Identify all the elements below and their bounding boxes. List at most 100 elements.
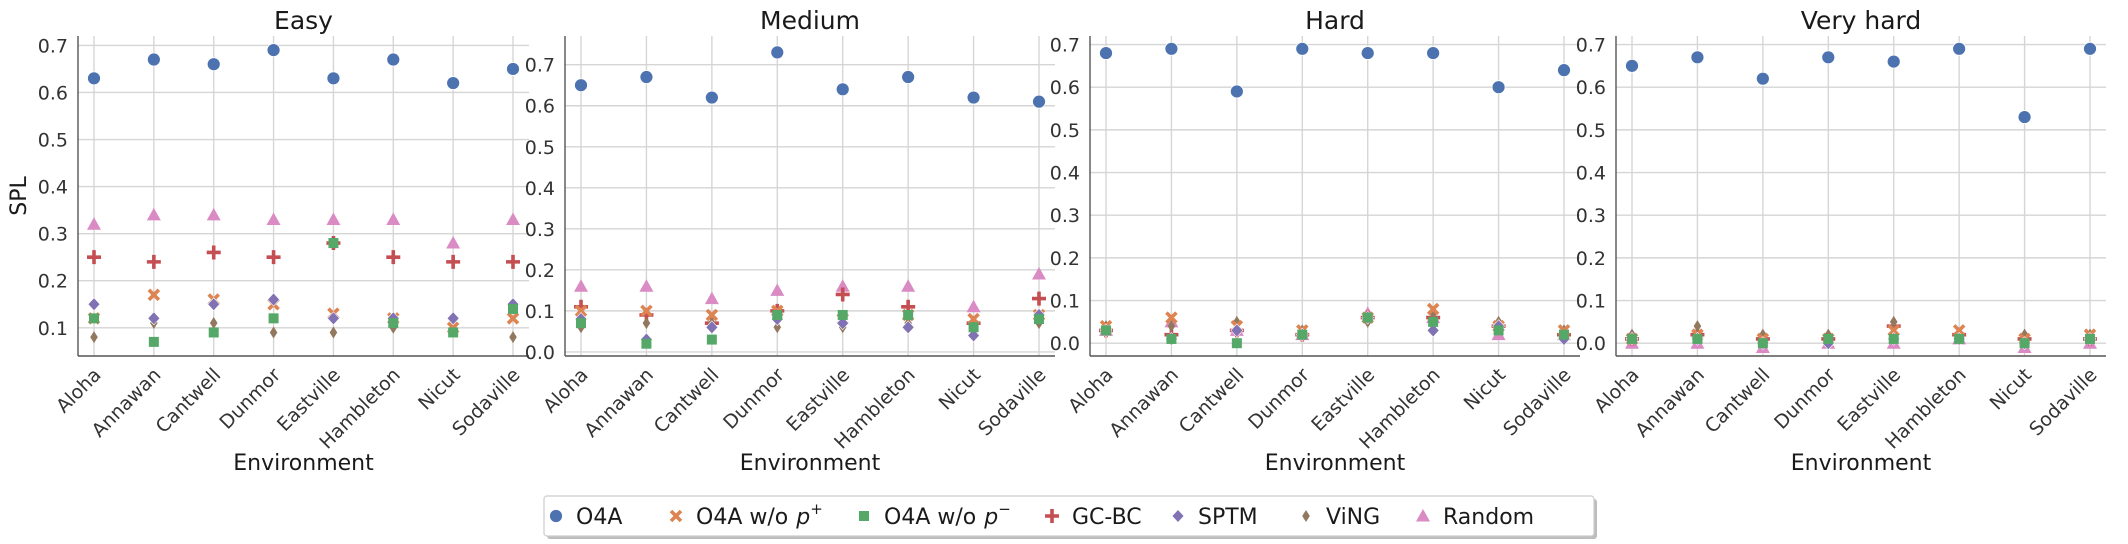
data-point-o4a <box>1491 80 1506 95</box>
data-point-random <box>901 279 916 292</box>
data-point-random <box>704 291 719 305</box>
data-point-random <box>266 212 281 226</box>
data-point-o4a-w-o-p <box>1231 338 1242 349</box>
data-point-o4a <box>1690 50 1705 65</box>
y-tick-label: 0.5 <box>1576 120 1606 142</box>
data-point-o4a-w-o-p <box>1166 333 1177 344</box>
panel-very-hard: 0.0 0.1 0.2 0.3 0.4 0.5 0.6 0.7 AlohaAnnawanCant… <box>1576 6 2106 476</box>
y-tick-label: 0.7 <box>38 35 68 57</box>
data-point-o4a-w-o-p <box>268 313 279 324</box>
legend-label: O4A <box>576 505 622 530</box>
data-point-random <box>770 283 785 296</box>
data-point-random <box>446 236 461 249</box>
data-point-o4a-w-o-p <box>1952 324 1966 337</box>
x-tick-label: Aloha <box>52 364 105 417</box>
panel-medium: 0.0 0.1 0.2 0.3 0.4 0.5 0.6 0.7 AlohaAnnawanCant… <box>525 6 1055 476</box>
x-tick-label: Annawan <box>1631 364 1709 442</box>
data-point-o4a-w-o-p <box>574 304 588 318</box>
data-point-sptm <box>147 311 161 326</box>
data-point-sptm <box>1230 323 1244 338</box>
data-point-o4a-w-o-p <box>147 288 161 302</box>
data-point-gc-bc <box>386 250 401 265</box>
data-point-gc-bc <box>506 254 520 269</box>
data-point-sptm <box>446 311 460 326</box>
data-point-o4a-w-o-p <box>1887 324 1900 337</box>
legend-item: ViNG <box>1302 505 1380 530</box>
x-tick-label: Annawan <box>1105 364 1183 442</box>
data-point-o4a-w-o-p <box>1426 302 1440 316</box>
legend-marker-plus <box>1045 509 1059 523</box>
y-tick-label: 0.0 <box>525 342 555 364</box>
data-point-o4a <box>704 90 719 105</box>
x-axis-label: Environment <box>233 451 374 476</box>
y-tick-label: 0.5 <box>38 130 68 152</box>
data-point-o4a-w-o-p <box>208 327 219 338</box>
data-point-gc-bc <box>266 250 281 265</box>
data-point-o4a <box>574 78 588 93</box>
data-point-gc-bc <box>87 250 101 265</box>
data-point-o4a <box>386 52 401 67</box>
data-point-o4a-w-o-p <box>968 322 979 333</box>
y-tick-label: 0.6 <box>38 82 68 104</box>
data-point-gc-bc <box>146 254 161 269</box>
data-point-o4a <box>1099 46 1113 60</box>
y-tick-label: 0.4 <box>38 177 68 199</box>
panel-title: Easy <box>274 6 333 35</box>
data-point-o4a <box>1886 54 1901 69</box>
y-tick-label: 0.7 <box>1576 35 1606 57</box>
x-tick-label: Dunmor <box>719 364 789 434</box>
data-point-o4a <box>1295 41 1310 56</box>
data-point-ving <box>269 326 278 339</box>
data-point-o4a-w-o-p <box>508 303 518 314</box>
data-point-o4a <box>446 76 461 90</box>
x-tick-label: Cantwell <box>1175 364 1249 438</box>
data-point-o4a <box>1426 46 1441 60</box>
x-tick-label: Dunmor <box>1770 364 1840 434</box>
legend-label: Random <box>1443 505 1534 530</box>
data-point-o4a <box>966 90 981 105</box>
legend-label: ViNG <box>1326 505 1380 530</box>
legend-marker-triangle <box>1416 509 1430 522</box>
data-point-o4a-w-o-p <box>640 304 653 318</box>
legend-item: O4A w/o p+ <box>669 500 823 530</box>
legend-label: SPTM <box>1198 505 1258 530</box>
data-point-o4a-w-o-p <box>1559 329 1569 340</box>
data-point-o4a-w-o-p <box>1954 333 1965 344</box>
data-point-o4a <box>1625 58 1639 73</box>
data-point-ving <box>90 331 98 344</box>
data-point-o4a-w-o-p <box>328 238 339 249</box>
data-point-o4a-w-o-p <box>772 309 783 320</box>
data-point-o4a-w-o-p <box>1888 333 1899 344</box>
data-point-o4a-w-o-p <box>706 334 717 345</box>
data-point-o4a <box>506 62 520 76</box>
data-point-o4a-w-o-p <box>506 312 520 325</box>
data-point-gc-bc <box>835 287 850 302</box>
y-axis-label: SPL <box>7 176 32 216</box>
legend-marker-x <box>669 509 683 523</box>
x-tick-label: Sodaville <box>1499 364 1575 440</box>
data-point-o4a-w-o-p <box>837 309 848 320</box>
panel-easy: 0.10.20.30.40.50.60.7AlohaAnnawanCantwel… <box>7 6 529 476</box>
x-tick-label: Dunmor <box>1244 364 1314 434</box>
y-tick-label: 0.2 <box>1050 248 1080 270</box>
y-tick-label: 0.0 <box>1576 333 1606 355</box>
data-point-random <box>639 279 654 292</box>
data-point-random <box>146 207 161 221</box>
data-point-o4a <box>1557 63 1571 78</box>
y-tick-label: 0.6 <box>1576 77 1606 99</box>
x-tick-label: Aloha <box>1064 364 1117 417</box>
data-point-ving <box>1693 320 1702 333</box>
x-tick-label: Sodaville <box>2025 364 2101 440</box>
data-point-o4a-w-o-p <box>1034 314 1044 325</box>
data-point-o4a-w-o-p <box>448 327 459 338</box>
data-point-random <box>206 207 221 221</box>
legend-item: O4A w/o p− <box>859 500 1011 530</box>
panel-title: Hard <box>1305 6 1365 35</box>
data-point-random <box>966 299 981 313</box>
legend-marker-square <box>859 511 869 521</box>
y-tick-label: 0.6 <box>525 96 555 118</box>
data-point-sptm <box>901 320 915 335</box>
data-point-o4a-w-o-p <box>1493 325 1504 336</box>
legend-box <box>543 495 1595 537</box>
data-point-o4a <box>2083 41 2097 56</box>
